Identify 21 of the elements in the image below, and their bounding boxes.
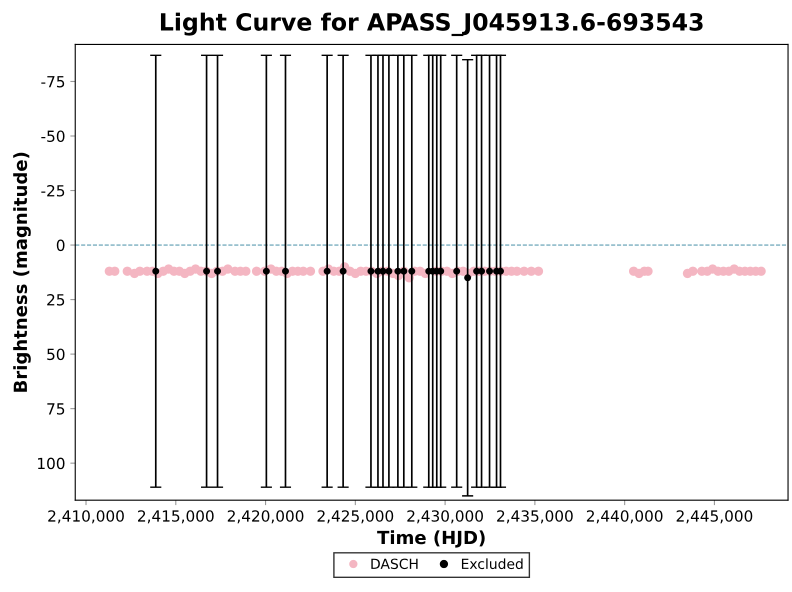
y-tick-label: -75 [41, 76, 64, 88]
y-axis-title: Brightness (magnitude) [13, 152, 31, 392]
x-axis-title: Time (HJD) [377, 530, 485, 548]
y-tick-label: 0 [56, 240, 65, 252]
x-tick-label: 2,425,000 [318, 510, 394, 524]
y-tick-label: 100 [38, 458, 65, 470]
x-tick-label: 2,440,000 [586, 510, 663, 524]
x-tick-label: 2,415,000 [138, 510, 214, 524]
chart-title: Light Curve for APASS_J045913.6-693543 [160, 12, 703, 36]
x-tick-label: 2,430,000 [407, 510, 483, 524]
x-tick-label: 2,445,000 [676, 510, 752, 524]
y-tick-label: 75 [47, 403, 64, 415]
legend-label: DASCH [371, 558, 418, 570]
x-tick-label: 2,410,000 [48, 510, 124, 524]
y-tick-label: -25 [41, 184, 64, 197]
y-tick-label: 25 [47, 294, 64, 306]
x-tick-label: 2,435,000 [497, 510, 573, 524]
y-tick-label: 50 [47, 348, 65, 360]
legend-label: Excluded [462, 558, 523, 570]
x-tick-label: 2,420,000 [228, 510, 304, 524]
y-tick-label: -50 [41, 130, 65, 142]
